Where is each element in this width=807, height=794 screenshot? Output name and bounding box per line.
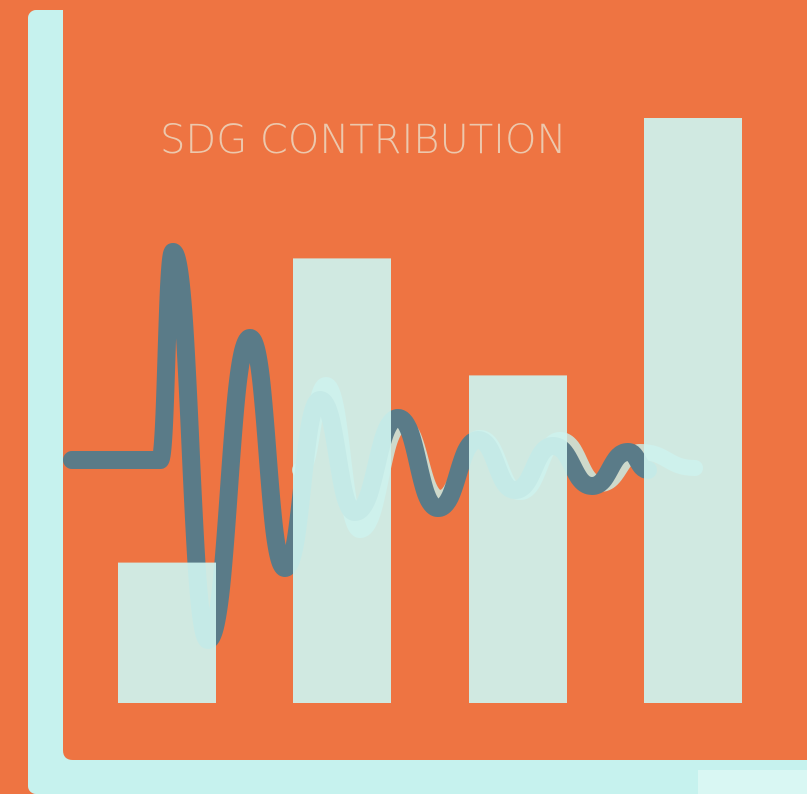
chart-title: SDG CONTRIBUTION (160, 117, 566, 163)
axis-frame-tab (698, 770, 807, 794)
bar (293, 258, 391, 703)
bar (469, 375, 567, 703)
bar (644, 118, 742, 703)
page: SDG CONTRIBUTION (() => { const data = J… (0, 0, 807, 794)
bar (118, 563, 216, 703)
chart: SDG CONTRIBUTION (0, 0, 807, 794)
